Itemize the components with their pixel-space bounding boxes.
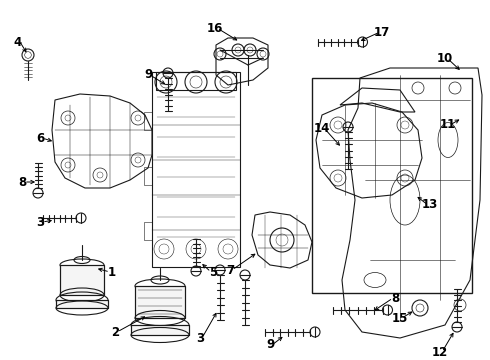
Text: 6: 6 <box>36 131 44 144</box>
Text: 1: 1 <box>108 266 116 279</box>
Bar <box>144 167 152 185</box>
Text: 10: 10 <box>437 51 453 64</box>
Text: 12: 12 <box>432 346 448 359</box>
Text: 8: 8 <box>391 292 399 305</box>
Text: 15: 15 <box>392 311 408 324</box>
Bar <box>135 286 185 318</box>
Text: 2: 2 <box>111 325 119 338</box>
Bar <box>56 300 108 308</box>
Text: 16: 16 <box>207 22 223 35</box>
Text: 11: 11 <box>440 118 456 131</box>
Text: 3: 3 <box>36 216 44 229</box>
Text: 17: 17 <box>374 26 390 39</box>
Text: 4: 4 <box>14 36 22 49</box>
Bar <box>312 78 472 293</box>
Bar <box>56 300 108 308</box>
Text: 13: 13 <box>422 198 438 211</box>
Text: 3: 3 <box>196 332 204 345</box>
Text: 5: 5 <box>209 266 217 279</box>
Bar <box>60 265 104 295</box>
Bar <box>152 72 240 267</box>
Bar <box>60 265 104 295</box>
Bar <box>135 286 185 318</box>
Bar <box>131 325 189 335</box>
Text: 8: 8 <box>18 175 26 189</box>
Text: 7: 7 <box>226 264 234 276</box>
Bar <box>144 222 152 240</box>
Bar <box>131 325 189 335</box>
Bar <box>156 72 236 90</box>
Bar <box>144 112 152 130</box>
Text: 9: 9 <box>266 338 274 351</box>
Text: 14: 14 <box>314 122 330 135</box>
Text: 9: 9 <box>144 68 152 81</box>
